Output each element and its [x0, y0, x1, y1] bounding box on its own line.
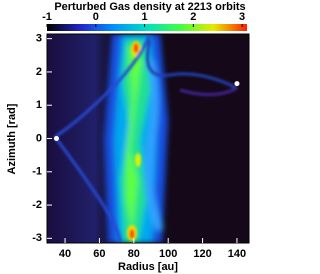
y-tick-label: 3 [36, 33, 42, 45]
colorbar-tick-label: -1 [42, 11, 52, 23]
colorbar-tick-label: 3 [239, 11, 245, 23]
y-tick-label: 1 [36, 99, 42, 111]
chart-title: Perturbed Gas density at 2213 orbits [54, 1, 245, 13]
x-tick-label: 120 [193, 248, 211, 260]
colorbar-tick-label: 0 [93, 11, 99, 23]
planet-point [234, 81, 240, 87]
y-tick-label: -1 [32, 166, 42, 178]
y-tick-label: 2 [36, 66, 42, 78]
y-tick-label: -3 [32, 232, 42, 244]
colorbar [47, 24, 247, 31]
colorbar-tick-label: 2 [190, 11, 196, 23]
x-tick-label: 80 [128, 248, 140, 260]
x-tick-label: 40 [59, 248, 71, 260]
planet-point [53, 136, 59, 141]
colorbar-tick-label: 1 [141, 11, 147, 23]
x-tick-label: 100 [159, 248, 177, 260]
y-tick-label: 0 [36, 132, 42, 144]
y-axis-label: Azimuth [rad] [6, 103, 18, 174]
y-tick-label: -2 [32, 199, 42, 211]
x-tick-label: 60 [93, 248, 105, 260]
density-field [47, 34, 249, 243]
chart: Perturbed Gas density at 2213 orbits Rad… [6, 1, 250, 273]
x-axis-label: Radius [au] [118, 261, 178, 273]
x-tick-label: 140 [228, 248, 246, 260]
